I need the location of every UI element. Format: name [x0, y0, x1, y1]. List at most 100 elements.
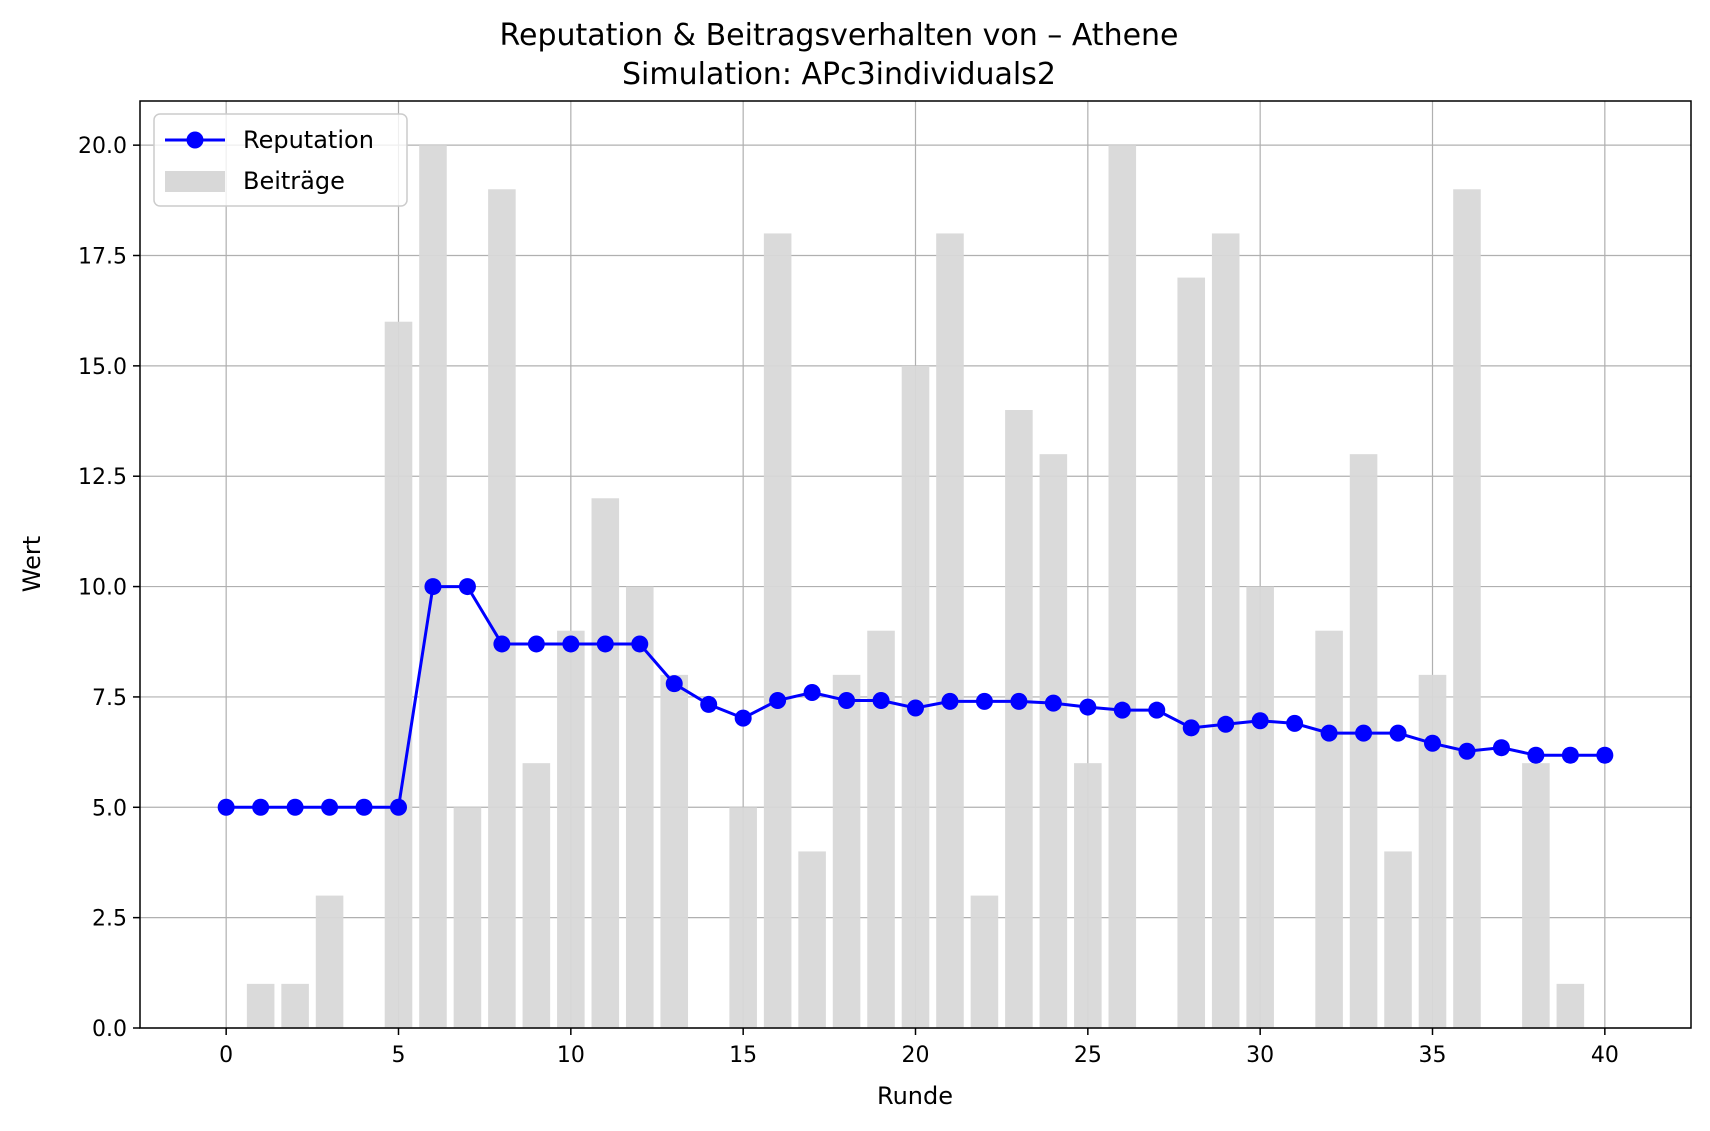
bar-36 [1453, 189, 1481, 1029]
reputation-point-17 [803, 684, 821, 702]
reputation-point-5 [390, 798, 407, 816]
bar-10 [557, 630, 585, 1028]
legend-bar-marker [165, 171, 225, 192]
y-tick-label-8: 20.0 [78, 134, 127, 159]
reputation-point-15 [734, 709, 752, 727]
reputation-point-3 [321, 798, 339, 816]
reputation-point-21 [941, 692, 959, 710]
reputation-point-36 [1458, 742, 1476, 760]
reputation-point-18 [838, 691, 856, 709]
reputation-point-19 [872, 691, 890, 709]
bar-3 [315, 895, 344, 1028]
reputation-point-23 [1010, 692, 1028, 710]
reputation-point-39 [1561, 746, 1579, 764]
y-tick-label-5: 12.5 [78, 465, 127, 490]
reputation-point-12 [631, 635, 649, 653]
bar-7 [453, 807, 482, 1028]
bar-32 [1315, 630, 1343, 1028]
reputation-point-31 [1286, 714, 1304, 732]
bar-12 [625, 586, 654, 1028]
bar-21 [936, 233, 964, 1028]
bar-20 [901, 365, 930, 1028]
bar-5 [384, 321, 413, 1028]
reputation-point-16 [769, 691, 787, 709]
reputation-point-29 [1217, 715, 1235, 733]
bar-38 [1522, 763, 1550, 1028]
reputation-point-34 [1389, 724, 1407, 742]
bar-1 [246, 983, 275, 1028]
y-tick-label-6: 15.0 [78, 355, 127, 380]
bar-24 [1039, 454, 1068, 1029]
legend-label-beitraege: Beiträge [243, 167, 345, 195]
reputation-point-9 [527, 635, 545, 653]
bar-26 [1108, 145, 1137, 1029]
reputation-point-33 [1355, 724, 1373, 742]
reputation-point-13 [665, 675, 683, 693]
y-axis: 0.0 2.5 5.0 7.5 10.0 12.5 15.0 17.5 20.0 [78, 134, 140, 1042]
y-tick-label-1: 2.5 [92, 907, 127, 932]
reputation-point-7 [458, 578, 476, 596]
bar-30 [1246, 586, 1274, 1028]
bar-34 [1384, 851, 1412, 1028]
x-tick-label-35: 35 [1419, 1043, 1447, 1068]
reputation-point-26 [1113, 701, 1131, 719]
bar-25 [1074, 763, 1102, 1028]
reputation-point-11 [596, 635, 614, 653]
y-tick-label-7: 17.5 [78, 245, 127, 270]
legend-label-reputation: Reputation [243, 126, 374, 154]
reputation-point-32 [1320, 724, 1338, 742]
x-tick-label-5: 5 [392, 1043, 406, 1068]
x-axis-label: Runde [877, 1082, 953, 1110]
legend-dot-marker [186, 131, 204, 149]
reputation-point-22 [975, 692, 993, 710]
bar-8 [488, 189, 516, 1029]
reputation-point-10 [562, 635, 580, 653]
reputation-point-38 [1527, 746, 1545, 764]
bar-9 [522, 763, 551, 1028]
bar-19 [867, 630, 895, 1028]
x-axis: 0 5 10 15 20 25 30 35 40 [219, 1028, 1619, 1068]
bar-16 [763, 233, 792, 1028]
bar-13 [660, 674, 689, 1028]
line-series [217, 578, 1614, 816]
reputation-point-0 [217, 798, 235, 816]
y-tick-label-2: 5.0 [92, 796, 127, 821]
bar-2 [281, 983, 309, 1028]
x-tick-label-0: 0 [219, 1043, 233, 1068]
bar-11 [591, 498, 620, 1028]
y-axis-label: Wert [18, 536, 46, 592]
reputation-point-1 [252, 798, 270, 816]
x-tick-label-10: 10 [557, 1043, 585, 1068]
reputation-point-37 [1492, 739, 1510, 757]
bar-28 [1177, 277, 1206, 1029]
reputation-point-25 [1079, 698, 1097, 716]
reputation-point-28 [1182, 719, 1200, 737]
bar-18 [832, 674, 861, 1028]
bar-35 [1418, 674, 1447, 1028]
x-tick-label-30: 30 [1246, 1043, 1274, 1068]
reputation-point-35 [1424, 734, 1441, 752]
x-tick-label-25: 25 [1074, 1043, 1102, 1068]
reputation-point-8 [493, 635, 511, 653]
reputation-point-2 [286, 798, 304, 816]
y-tick-label-3: 7.5 [92, 686, 127, 711]
x-tick-label-40: 40 [1591, 1043, 1619, 1068]
reputation-point-27 [1148, 701, 1166, 719]
legend: Reputation Beiträge [153, 113, 408, 207]
reputation-point-30 [1251, 712, 1269, 730]
bar-15 [729, 807, 757, 1028]
bar-series [246, 145, 1585, 1029]
y-tick-label-4: 10.0 [78, 576, 127, 601]
chart-title: Reputation & Beitragsverhalten von – Ath… [499, 18, 1178, 53]
reputation-point-20 [907, 699, 924, 717]
reputation-point-24 [1044, 694, 1062, 712]
bar-29 [1211, 233, 1240, 1028]
reputation-point-14 [700, 695, 718, 713]
bar-39 [1556, 983, 1585, 1028]
x-tick-label-15: 15 [729, 1043, 757, 1068]
bar-23 [1005, 410, 1033, 1028]
x-tick-label-20: 20 [902, 1043, 930, 1068]
bar-22 [970, 895, 999, 1028]
reputation-point-6 [424, 578, 442, 596]
